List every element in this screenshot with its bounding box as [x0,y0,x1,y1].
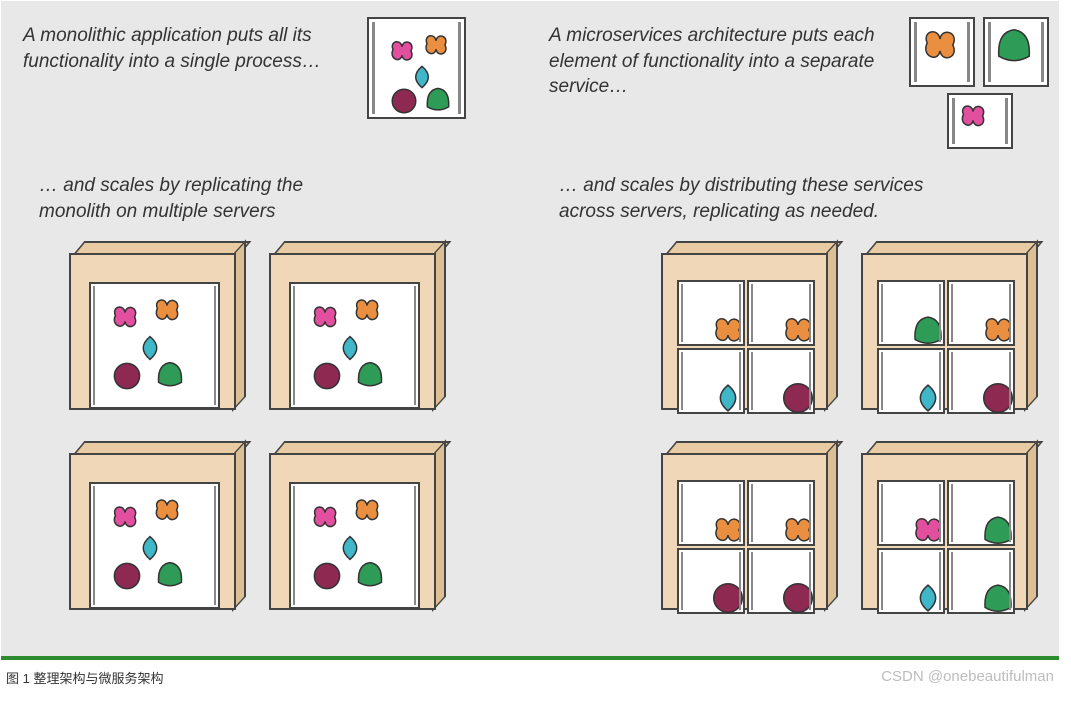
service-cell [877,548,945,614]
pink-icon [110,502,140,532]
pink-icon [310,502,340,532]
service-cell [947,480,1015,546]
microservice-server-3 [861,441,1036,606]
watermark-text: CSDN @onebeautifulman [881,668,1064,685]
service-cell [747,348,815,414]
caption-row: 图 1 整理架构与微服务架构 CSDN @onebeautifulman [0,660,1070,687]
monolith-server-0 [69,241,244,406]
cyan-icon [911,581,945,615]
maroon-icon [312,361,342,391]
orange-icon [152,495,182,525]
green-icon [355,559,385,589]
maroon-icon [112,361,142,391]
service-cell [877,480,945,546]
microservice-frame-0 [909,17,975,87]
orange-icon [352,495,382,525]
green-icon [994,25,1034,65]
maroon-icon [112,561,142,591]
figure-caption: 图 1 整理架构与微服务架构 [6,668,163,687]
orange-icon [352,295,382,325]
microservice-server-2 [661,441,836,606]
maroon-icon [781,581,815,615]
service-cell [747,548,815,614]
service-cell [677,280,745,346]
maroon-icon [711,581,745,615]
maroon-icon [981,381,1015,415]
orange-icon [711,313,745,347]
orange-icon [152,295,182,325]
cyan-icon [711,381,745,415]
green-icon [911,313,945,347]
green-icon [981,513,1015,547]
service-cell [947,348,1015,414]
orange-icon [981,313,1015,347]
microservices-bottom-text: … and scales by distributing these servi… [559,173,969,224]
orange-icon [711,513,745,547]
pink-icon [310,302,340,332]
cyan-icon [911,381,945,415]
service-cell [947,548,1015,614]
service-cell [877,280,945,346]
green-icon [155,559,185,589]
service-cell [677,548,745,614]
service-cell [677,480,745,546]
microservice-server-1 [861,241,1036,406]
orange-icon [920,25,960,65]
monolith-top-text: A monolithic application puts all its fu… [23,23,363,74]
monolith-bottom-text: … and scales by replicating the monolith… [39,173,379,224]
monolith-frame [367,17,466,119]
microservices-top-text: A microservices architecture puts each e… [549,23,899,100]
green-icon [981,581,1015,615]
green-icon [155,359,185,389]
service-cell [877,348,945,414]
pink-icon [110,302,140,332]
diagram-canvas: A monolithic application puts all its fu… [1,1,1059,660]
orange-icon [422,31,450,59]
monolith-server-1 [269,241,444,406]
service-cell [947,280,1015,346]
microservice-frame-1 [983,17,1049,87]
monolith-server-3 [269,441,444,606]
green-icon [424,85,452,113]
green-icon [355,359,385,389]
microservice-frame-2 [947,93,1013,149]
orange-icon [781,513,815,547]
microservice-server-0 [661,241,836,406]
service-cell [677,348,745,414]
maroon-icon [781,381,815,415]
pink-icon [388,37,416,65]
monolith-server-2 [69,441,244,606]
service-cell [747,280,815,346]
pink-icon [958,101,988,131]
orange-icon [781,313,815,347]
maroon-icon [390,87,418,115]
maroon-icon [312,561,342,591]
pink-icon [911,513,945,547]
service-cell [747,480,815,546]
